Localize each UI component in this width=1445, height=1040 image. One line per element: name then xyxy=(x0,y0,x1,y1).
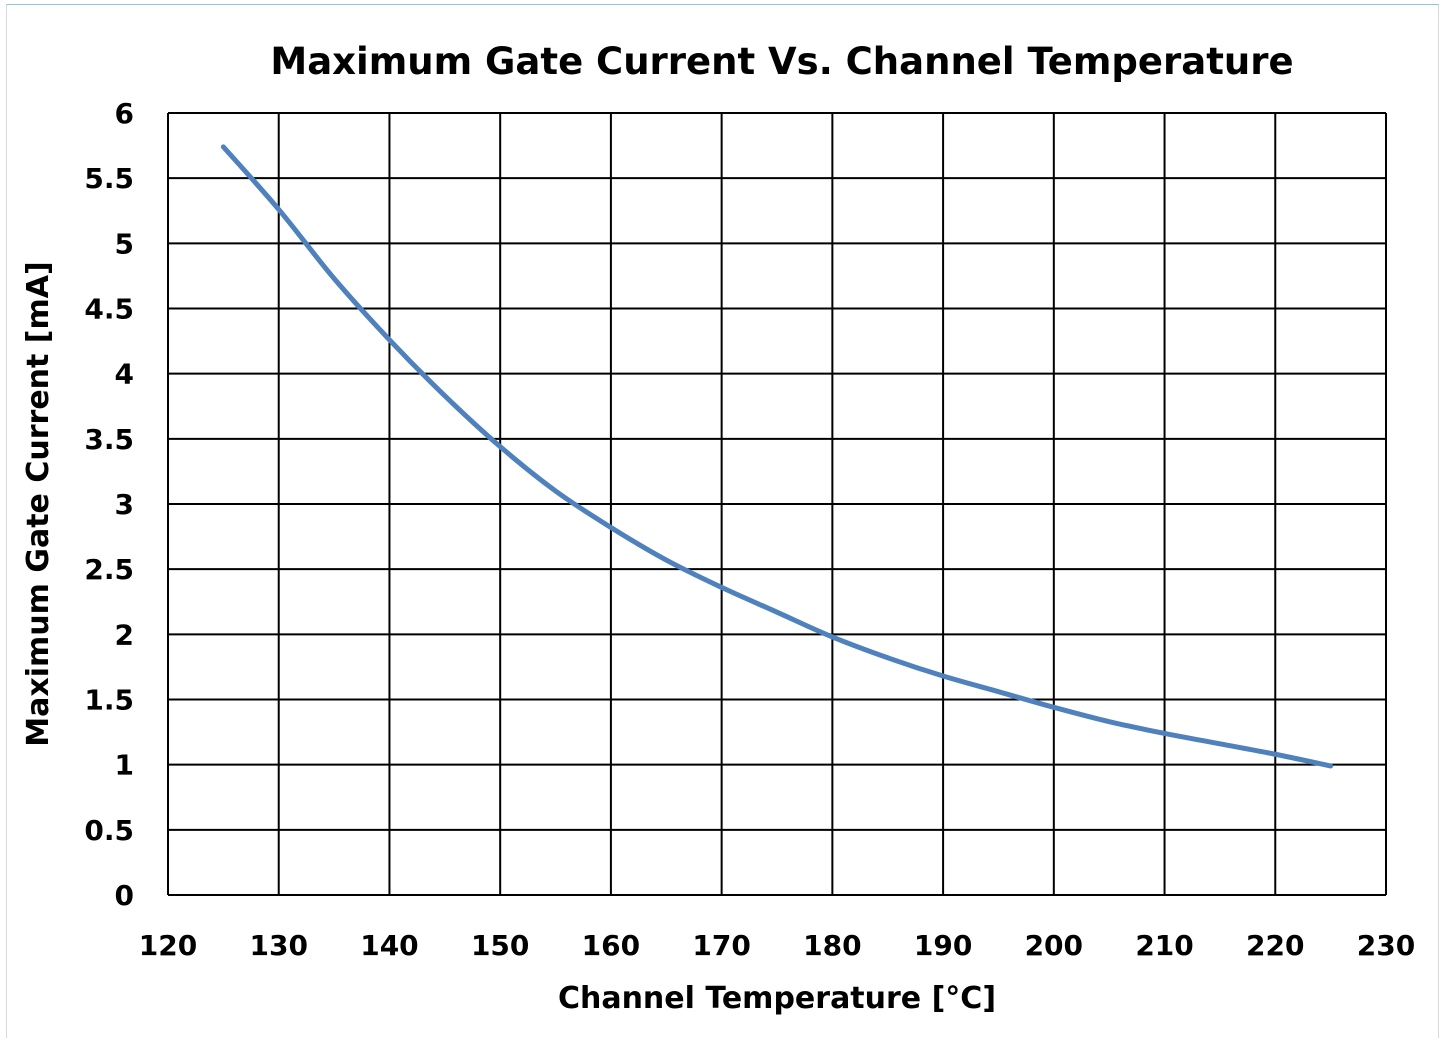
y-tick-label: 6 xyxy=(115,97,134,130)
y-axis-ticks: 0 0.5 1 1.5 2 2.5 3 3.5 4 4.5 5 5.5 6 xyxy=(84,97,134,912)
y-axis-title: Maximum Gate Current [mA] xyxy=(21,261,56,746)
y-tick-label: 1.5 xyxy=(84,684,134,717)
x-tick-label: 150 xyxy=(471,929,529,962)
y-tick-label: 0.5 xyxy=(84,814,134,847)
x-tick-label: 160 xyxy=(582,929,640,962)
x-tick-label: 200 xyxy=(1025,929,1083,962)
y-tick-label: 1 xyxy=(115,749,134,782)
y-tick-label: 2 xyxy=(115,618,134,651)
x-tick-label: 220 xyxy=(1246,929,1304,962)
x-tick-label: 190 xyxy=(914,929,972,962)
y-tick-label: 2.5 xyxy=(84,553,134,586)
chart-title: Maximum Gate Current Vs. Channel Tempera… xyxy=(270,40,1293,83)
chart-frame xyxy=(6,4,1439,1038)
x-tick-label: 180 xyxy=(803,929,861,962)
x-tick-label: 210 xyxy=(1135,929,1193,962)
y-tick-label: 0 xyxy=(115,879,134,912)
x-tick-label: 130 xyxy=(250,929,308,962)
y-tick-label: 5.5 xyxy=(84,162,134,195)
y-tick-label: 4 xyxy=(115,358,134,391)
y-tick-label: 5 xyxy=(115,227,134,260)
x-tick-label: 230 xyxy=(1357,929,1415,962)
grid xyxy=(167,112,1387,896)
x-tick-label: 120 xyxy=(139,929,197,962)
series-layer xyxy=(220,144,1334,769)
x-axis-ticks: 120 130 140 150 160 170 180 190 200 210 220 230 xyxy=(139,929,1415,962)
y-tick-label: 3 xyxy=(115,488,134,521)
x-tick-label: 170 xyxy=(692,929,750,962)
y-tick-label: 3.5 xyxy=(84,423,134,456)
series-line-0 xyxy=(220,144,1334,769)
x-tick-label: 140 xyxy=(360,929,418,962)
x-axis-title: Channel Temperature [°C] xyxy=(558,981,996,1016)
y-tick-label: 4.5 xyxy=(84,293,134,326)
